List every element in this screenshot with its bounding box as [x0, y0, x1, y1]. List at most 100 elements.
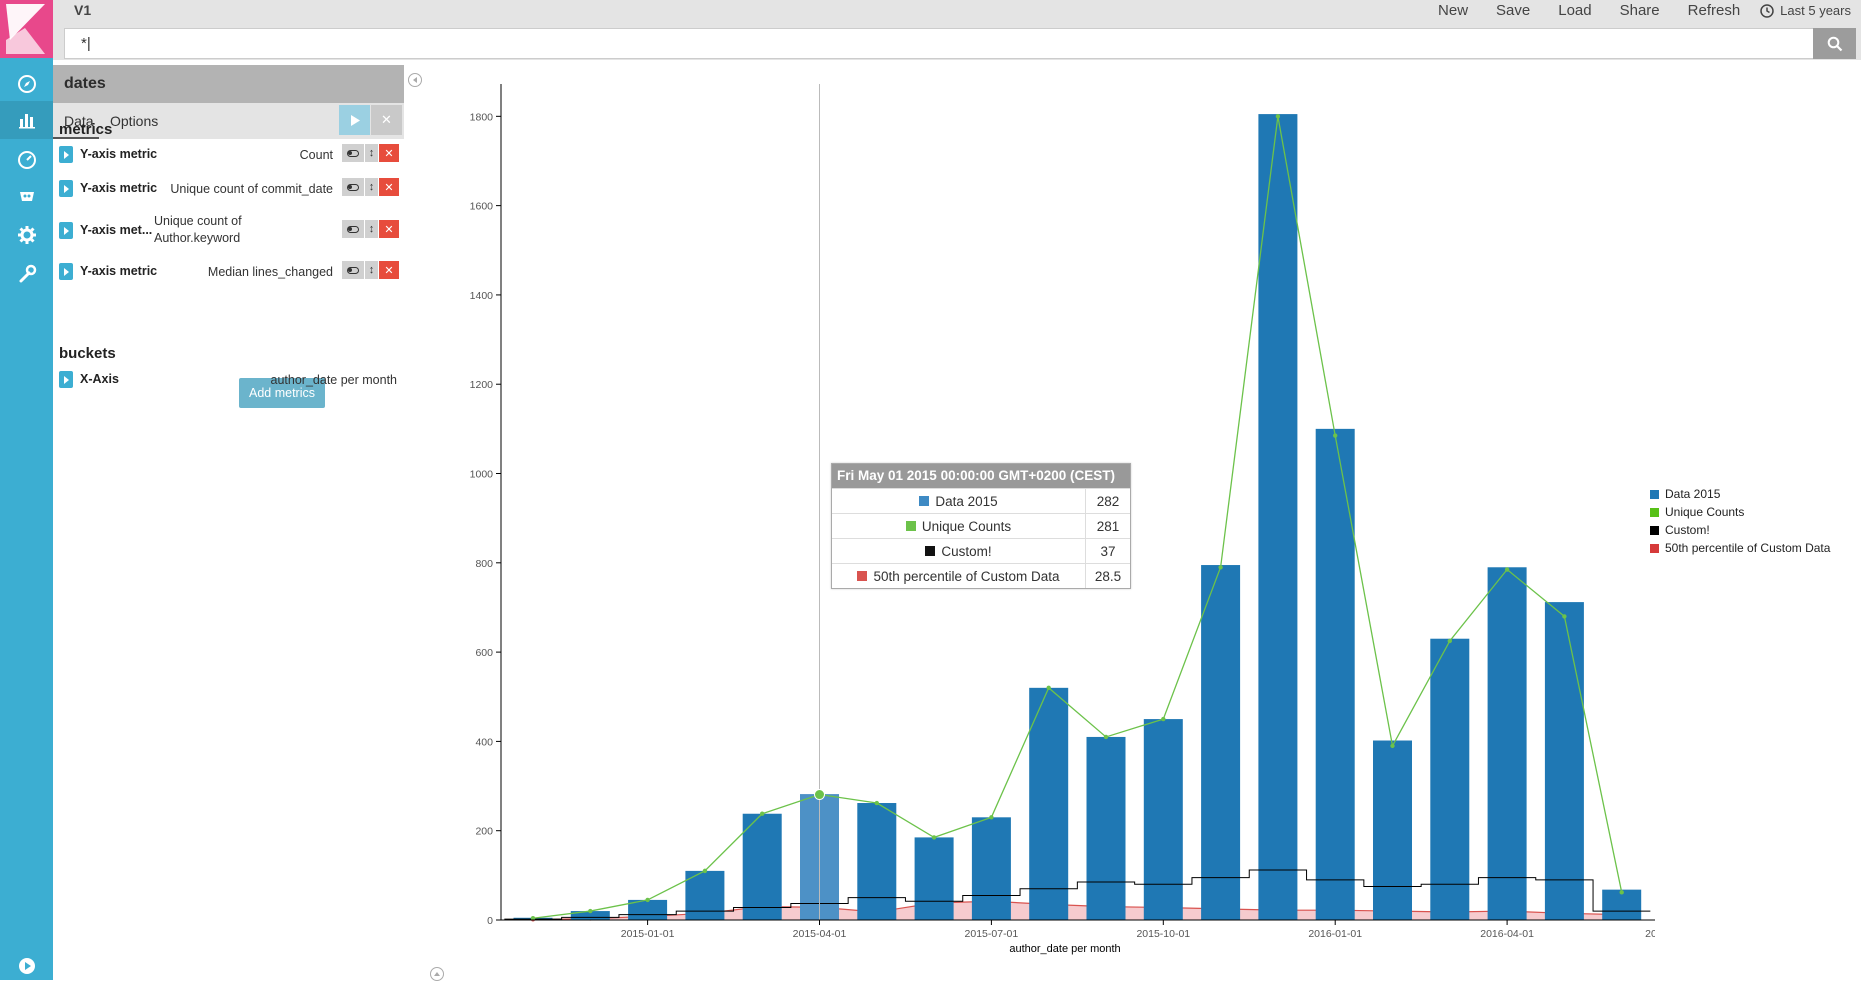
toggle-visibility-icon[interactable]: [342, 220, 364, 238]
x-axis: 2015-01-01 2015-04-01 2015-07-01 2015-10-01…: [501, 919, 1655, 940]
bar: [971, 817, 1011, 920]
tooltip-row: Unique Counts 281: [832, 513, 1130, 538]
kibana-logo[interactable]: [0, 0, 53, 58]
y-tick-label: 600: [475, 647, 493, 659]
settings-icon[interactable]: [14, 222, 40, 248]
apply-changes-button[interactable]: [339, 105, 370, 135]
remove-icon[interactable]: ✕: [379, 261, 399, 279]
remove-icon[interactable]: ✕: [379, 178, 399, 196]
vis-name: dates: [53, 65, 404, 103]
unique-counts-point: [1103, 734, 1109, 740]
unique-counts-point: [1046, 685, 1051, 691]
dev-tools-icon[interactable]: [14, 261, 40, 287]
metric-desc-line: Unique count of: [154, 214, 242, 228]
vis-editor-sidebar: dates Data Options ✕ metrics Y-axis metr…: [53, 65, 404, 980]
bar: [1143, 719, 1183, 920]
tooltip-row: Data 2015 282: [832, 488, 1130, 513]
y-tick-label: 400: [475, 736, 493, 748]
y-axis: 0 200 400 600 800 1000 1200 1400 1600 1800: [470, 84, 502, 927]
discard-changes-button[interactable]: ✕: [371, 105, 402, 135]
legend-swatch: [1650, 489, 1659, 499]
expand-toggle-icon[interactable]: [59, 371, 73, 388]
metric-label: Y-axis metric: [80, 264, 158, 278]
move-handle-icon[interactable]: ↕: [365, 261, 378, 279]
time-range-label: Last 5 years: [1780, 3, 1851, 18]
chart-legend: Data 2015 Unique Counts Custom! 50th per…: [1650, 485, 1830, 557]
tooltip-label: Custom!: [941, 543, 992, 559]
metric-desc: Unique count of Author.keyword: [154, 213, 242, 247]
unique-counts-point: [1562, 614, 1567, 619]
bar: [742, 813, 782, 920]
x-tick-label: 2016-04-01: [1480, 928, 1534, 940]
save-button[interactable]: Save: [1496, 2, 1531, 19]
remove-icon[interactable]: ✕: [379, 220, 399, 238]
x-tick-label: 2015-07-01: [965, 928, 1019, 940]
y-tick-label: 1200: [470, 379, 494, 391]
tab-data[interactable]: Data: [53, 103, 99, 139]
search-input[interactable]: [64, 28, 1819, 59]
tab-options[interactable]: Options: [110, 113, 159, 129]
unique-counts-point: [1504, 567, 1510, 572]
legend-item[interactable]: Custom!: [1650, 521, 1830, 539]
tooltip-row: Custom! 37: [832, 538, 1130, 563]
bar: [1544, 602, 1584, 920]
unique-counts-point: [645, 897, 650, 903]
time-picker[interactable]: Last 5 years: [1760, 3, 1851, 18]
bar: [1029, 687, 1069, 920]
legend-item[interactable]: Data 2015: [1650, 485, 1830, 503]
tooltip-label: Data 2015: [935, 493, 998, 509]
discover-icon[interactable]: [14, 71, 40, 97]
search-button[interactable]: [1813, 28, 1856, 59]
custom-step-line: [504, 869, 1651, 920]
refresh-button[interactable]: Refresh: [1687, 2, 1741, 19]
move-handle-icon[interactable]: ↕: [365, 220, 378, 238]
metric-row: Y-axis metric Median lines_changed ↕ ✕: [59, 259, 399, 281]
bar: [1487, 567, 1527, 920]
x-axis-title: author_date per month: [1009, 943, 1120, 955]
bucket-desc: author_date per month: [270, 373, 397, 387]
collapse-sidebar-icon[interactable]: [408, 73, 422, 87]
bucket-label: X-Axis: [80, 372, 119, 386]
expand-toggle-icon[interactable]: [59, 263, 73, 280]
metric-label: Y-axis met...: [80, 223, 153, 237]
dashboard-icon[interactable]: [14, 146, 40, 172]
visualize-icon[interactable]: [0, 101, 53, 139]
bar: [1430, 638, 1470, 920]
toggle-visibility-icon[interactable]: [342, 144, 364, 162]
play-icon: [350, 114, 360, 126]
unique-counts-point: [1619, 890, 1624, 895]
add-metrics-button[interactable]: Add metrics: [239, 378, 325, 408]
share-button[interactable]: Share: [1619, 2, 1660, 19]
toggle-visibility-icon[interactable]: [342, 261, 364, 279]
search-icon: [1827, 36, 1842, 51]
collapse-nav-icon[interactable]: [14, 953, 40, 979]
unique-counts-point: [1218, 565, 1223, 570]
unique-counts-point: [530, 916, 536, 921]
toggle-visibility-icon[interactable]: [342, 178, 364, 196]
metric-row: Y-axis metric Count ↕ ✕: [59, 142, 399, 164]
metric-row: Y-axis met... Unique count of Author.key…: [59, 214, 399, 252]
move-handle-icon[interactable]: ↕: [365, 144, 378, 162]
timelion-icon[interactable]: [14, 183, 40, 209]
legend-swatch: [905, 521, 916, 531]
unique-counts-line: [532, 116, 1623, 919]
expand-toggle-icon[interactable]: [59, 180, 73, 197]
x-tick-label: 2016-01-01: [1308, 928, 1362, 940]
vis-chart: 0 200 400 600 800 1000 1200 1400 1600 1800 2015-0…: [470, 84, 1655, 955]
tooltip-label: Unique Counts: [921, 518, 1012, 534]
remove-icon[interactable]: ✕: [379, 144, 399, 162]
legend-item[interactable]: 50th percentile of Custom Data: [1650, 539, 1830, 557]
series-bars: [513, 114, 1642, 920]
load-button[interactable]: Load: [1558, 2, 1592, 19]
expand-toggle-icon[interactable]: [59, 222, 73, 239]
new-button[interactable]: New: [1438, 2, 1469, 19]
metrics-title: metrics: [59, 121, 113, 138]
bar: [914, 837, 954, 920]
bar: [570, 911, 610, 920]
legend-item[interactable]: Unique Counts: [1650, 503, 1830, 521]
collapse-bottom-icon[interactable]: [430, 967, 444, 981]
query-bar: [64, 28, 1856, 59]
move-handle-icon[interactable]: ↕: [365, 178, 378, 196]
expand-toggle-icon[interactable]: [59, 146, 73, 163]
unique-counts-point: [1390, 743, 1395, 749]
